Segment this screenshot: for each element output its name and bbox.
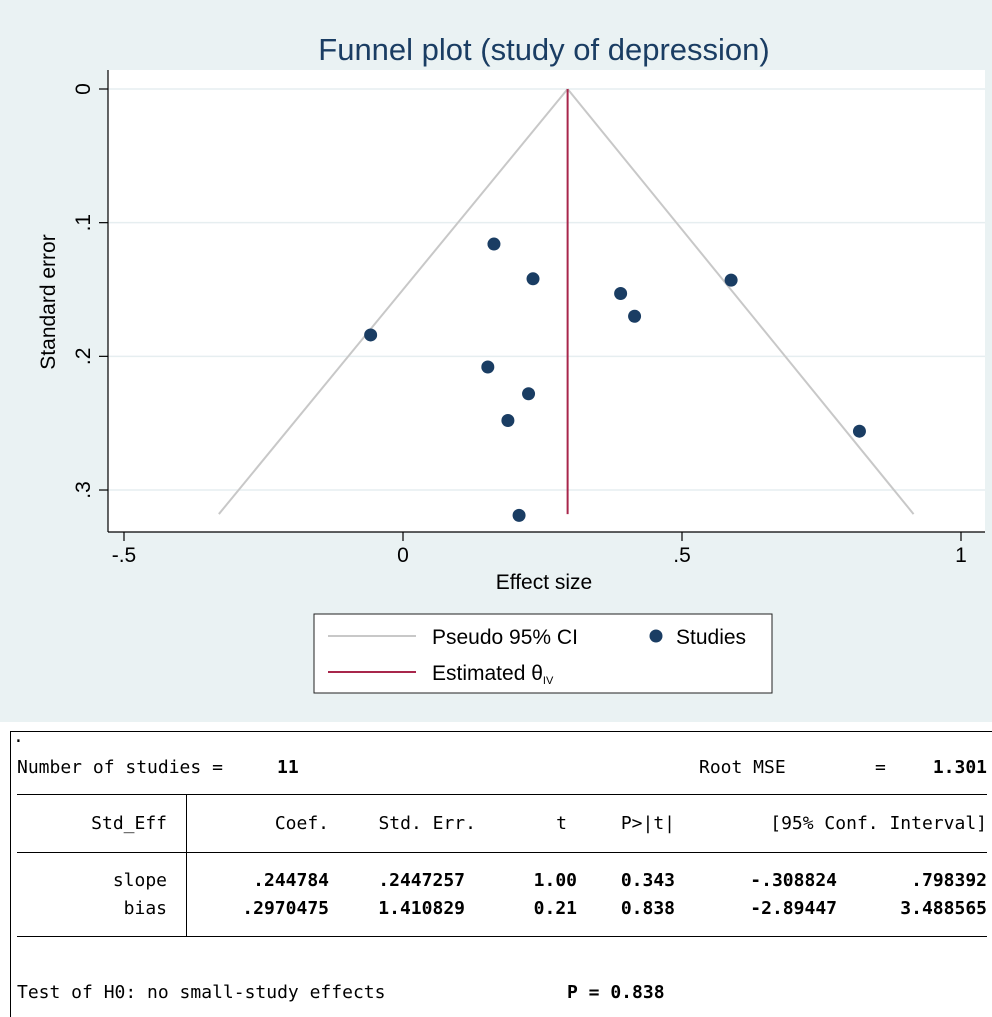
rmse-equals: =: [875, 757, 886, 778]
axes-layer: -.5 0 .5 1 0 .1 .2 .3: [72, 70, 985, 567]
plot-area: [108, 70, 985, 532]
study-point-6: [364, 328, 378, 342]
legend-studies-label: Studies: [676, 626, 746, 649]
x-tick-label-1: 0: [397, 544, 409, 567]
legend-estimate-label: Estimated θIV: [432, 662, 554, 687]
table-top-rule: [17, 794, 987, 795]
graph-panel: Funnel plot (study of depression) -.5 0 .5…: [0, 0, 992, 722]
study-point-8: [522, 387, 536, 401]
table-bottom-rule: [17, 936, 987, 937]
x-tick-label-3: 1: [955, 544, 967, 567]
regression-output: . Number of studies = 11 Root MSE = 1.30…: [10, 726, 992, 1017]
study-point-11: [512, 508, 526, 522]
table-column-divider: [186, 794, 187, 936]
legend-ci-label: Pseudo 95% CI: [432, 626, 578, 649]
row-slope-ci-high: .798392: [911, 870, 987, 891]
points-layer: [364, 237, 866, 522]
study-point-9: [501, 414, 515, 428]
row-slope-t: 1.00: [533, 870, 577, 891]
header-coef: Coef.: [274, 813, 329, 834]
y-tick-label-0: 0: [72, 83, 95, 95]
header-p: P>|t|: [620, 813, 675, 834]
ci-left-line: [218, 88, 569, 515]
study-point-3: [614, 287, 628, 301]
y-tick-label-1: .1: [72, 214, 95, 232]
ci-right-line: [566, 88, 915, 515]
row-bias-ci-high: 3.488565: [900, 898, 987, 919]
row-bias-stderr: 1.410829: [378, 898, 465, 919]
row-bias-p: 0.838: [620, 898, 675, 919]
study-point-4: [628, 309, 642, 323]
row-slope-coef: .244784: [253, 870, 329, 891]
table-header-rule: [17, 852, 987, 853]
legend: Pseudo 95% CI Studies Estimated θIV: [313, 613, 773, 694]
y-tick-label-2: .2: [72, 348, 95, 366]
x-tick-label-2: .5: [673, 544, 691, 567]
header-std-eff: Std_Eff: [91, 813, 167, 834]
row-slope-ci-low: -.308824: [750, 870, 837, 891]
output-dot: .: [13, 726, 24, 747]
study-point-2: [526, 272, 540, 286]
rmse-value: 1.301: [932, 757, 987, 778]
n-studies-label: Number of studies =: [17, 757, 223, 778]
chart-title: Funnel plot (study of depression): [318, 32, 769, 67]
row-bias-ci-low: -2.89447: [750, 898, 837, 919]
row-bias-label: bias: [123, 898, 167, 919]
study-point-7: [481, 360, 495, 374]
row-slope-label: slope: [112, 870, 167, 891]
grid-layer: [108, 88, 985, 491]
x-axis-title: Effect size: [496, 571, 593, 594]
row-bias-t: 0.21: [533, 898, 577, 919]
row-slope-p: 0.343: [620, 870, 675, 891]
rmse-label: Root MSE: [699, 757, 786, 778]
row-bias-coef: .2970475: [242, 898, 329, 919]
row-slope-stderr: .2447257: [378, 870, 465, 891]
header-t: t: [556, 813, 567, 834]
funnel-plot: Funnel plot (study of depression) -.5 0 .5…: [37, 32, 985, 694]
study-point-5: [724, 273, 738, 287]
test-h0-p: P = 0.838: [567, 982, 665, 1003]
x-tick-label-0: -.5: [112, 544, 137, 567]
legend-box: [313, 613, 773, 694]
header-conf-interval: [95% Conf. Interval]: [770, 813, 987, 834]
n-studies-value: 11: [277, 757, 299, 778]
study-point-10: [852, 424, 866, 438]
ci-layer: [218, 88, 915, 515]
y-axis-title: Standard error: [37, 234, 60, 369]
header-std-err: Std. Err.: [378, 813, 476, 834]
study-point-1: [487, 237, 501, 251]
test-h0-label: Test of H0: no small-study effects: [17, 982, 386, 1003]
legend-studies-marker: [649, 629, 663, 643]
y-tick-label-3: .3: [72, 481, 95, 499]
